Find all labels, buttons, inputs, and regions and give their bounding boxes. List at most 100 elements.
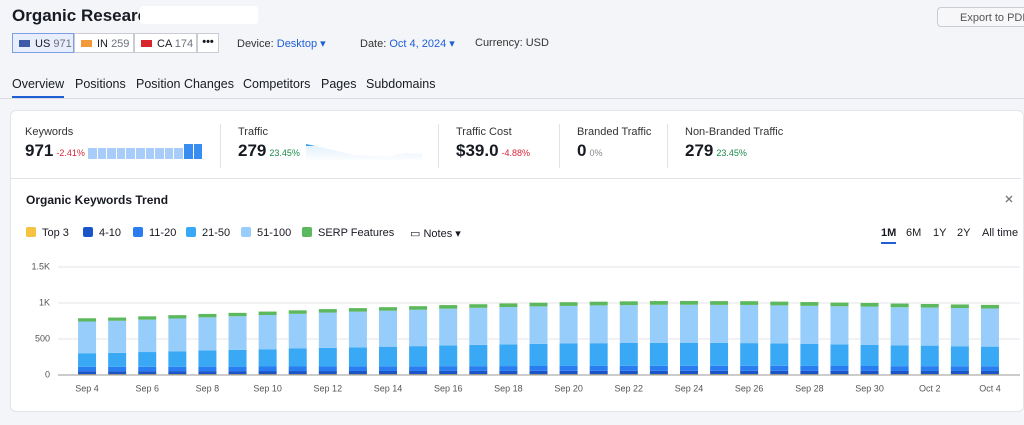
database-code: US <box>35 38 51 50</box>
legend-item[interactable]: SERP Features <box>302 227 394 239</box>
nav-tab[interactable]: Subdomains <box>366 77 436 91</box>
range-button[interactable]: 1M <box>881 227 897 244</box>
spark-bar <box>184 144 193 159</box>
nav-tab[interactable]: Overview <box>12 77 65 91</box>
bar-segment <box>679 304 698 343</box>
bar-segment <box>589 305 608 344</box>
legend-item[interactable]: 11-20 <box>133 227 176 239</box>
nav-tab[interactable]: Position Changes <box>136 77 234 91</box>
bar-segment <box>348 308 367 312</box>
bar-segment <box>980 308 999 347</box>
x-tick-label: Sep 20 <box>554 383 583 393</box>
legend-item[interactable]: 4-10 <box>83 227 121 239</box>
bar-segment <box>830 302 849 307</box>
bar-segment <box>860 366 879 371</box>
bar-segment <box>770 365 789 371</box>
bar-segment <box>439 374 458 375</box>
metric-divider <box>559 124 560 168</box>
nav-tab[interactable]: Competitors <box>243 77 311 91</box>
metric-change: -2.41% <box>56 148 85 158</box>
bar-segment <box>619 374 638 375</box>
legend-item[interactable]: Top 3 <box>26 227 69 239</box>
x-tick-label: Sep 4 <box>75 383 99 393</box>
legend-label: 21-50 <box>202 227 231 239</box>
legend-swatch <box>302 227 312 237</box>
legend-item[interactable]: 51-100 <box>241 227 291 239</box>
x-tick-label: Sep 18 <box>494 383 523 393</box>
database-pill[interactable]: CA 174 <box>134 33 197 53</box>
bar-segment <box>920 374 939 375</box>
metric-number: $39.0 <box>456 141 499 160</box>
bar-segment <box>318 309 337 313</box>
nav-tab[interactable]: Pages <box>321 77 357 91</box>
range-button[interactable]: All time <box>982 227 1019 239</box>
bar-segment <box>439 366 458 371</box>
bar-segment <box>770 374 789 375</box>
legend-label: 4-10 <box>99 227 122 239</box>
close-icon[interactable] <box>1004 194 1014 204</box>
bar-segment <box>348 370 367 375</box>
database-pill[interactable]: IN 259 <box>74 33 134 53</box>
chart: 0 500 1K 1.5K Sep 4 Sep 6 Sep 8 Sep 10 Sep 12 Sep… <box>31 261 1020 393</box>
bar-segment <box>980 346 999 367</box>
bar-segment <box>198 366 217 372</box>
date-filter[interactable]: Date: Oct 4, 2024 ▾ <box>360 38 455 50</box>
chart-title: Organic Keywords Trend <box>26 193 169 207</box>
bar-segment <box>710 342 729 366</box>
bar-segment <box>108 371 127 375</box>
device-filter[interactable]: Device: Desktop ▾ <box>237 38 326 50</box>
y-tick-label: 0 <box>45 369 50 379</box>
bar-segment <box>228 374 247 375</box>
y-tick-label: 500 <box>35 333 50 343</box>
bar-segment <box>619 365 638 371</box>
bar-segment <box>379 370 398 375</box>
spark-bar <box>174 148 183 159</box>
currency: Currency: USD <box>475 37 549 49</box>
bar-segment <box>108 366 127 372</box>
bar-segment <box>379 366 398 371</box>
bar-segment <box>168 374 187 375</box>
bar-segment <box>649 365 668 371</box>
bar-segment <box>379 307 398 311</box>
bar-segment <box>649 304 668 343</box>
bar-segment <box>740 374 759 375</box>
bar-segment <box>138 352 157 367</box>
x-tick-label: Sep 12 <box>314 383 343 393</box>
bar-segment <box>288 374 307 375</box>
bar-segment <box>258 371 277 375</box>
metric-divider <box>667 124 668 168</box>
bar-segment <box>318 312 337 348</box>
bar-segment <box>890 303 909 308</box>
nav-tab[interactable]: Positions <box>75 77 126 91</box>
bar-segment <box>920 307 939 346</box>
bar-segment <box>228 316 247 350</box>
range-button[interactable]: 2Y <box>957 227 971 239</box>
x-tick-label: Sep 8 <box>196 383 220 393</box>
bar-segment <box>198 350 217 367</box>
bar-segment <box>108 317 127 321</box>
legend-item[interactable]: 21-50 <box>186 227 230 239</box>
bar-segment <box>409 374 428 375</box>
bar-segment <box>469 366 488 371</box>
bar-segment <box>830 344 849 366</box>
bar-segment <box>409 366 428 371</box>
bar-segment <box>198 371 217 375</box>
export-button[interactable]: Export to PDF <box>937 7 1024 27</box>
range-button[interactable]: 6M <box>906 227 922 239</box>
tabs-border <box>0 98 1024 99</box>
bar-segment <box>710 301 729 305</box>
bar-segment <box>830 374 849 375</box>
database-pill[interactable]: US 971 <box>12 33 74 53</box>
bar-segment <box>258 315 277 350</box>
bar-segment <box>860 344 879 366</box>
bar-segment <box>78 371 97 375</box>
bar-segment <box>138 316 157 320</box>
bar-segment <box>770 305 789 344</box>
bar-segment <box>649 342 668 366</box>
notes-button[interactable]: ▭ Notes ▾ <box>410 228 461 240</box>
bar-segment <box>770 301 789 306</box>
more-databases[interactable]: ••• <box>197 33 219 53</box>
range-button[interactable]: 1Y <box>933 227 947 239</box>
database-count: 174 <box>174 38 194 50</box>
bar-segment <box>740 370 759 375</box>
